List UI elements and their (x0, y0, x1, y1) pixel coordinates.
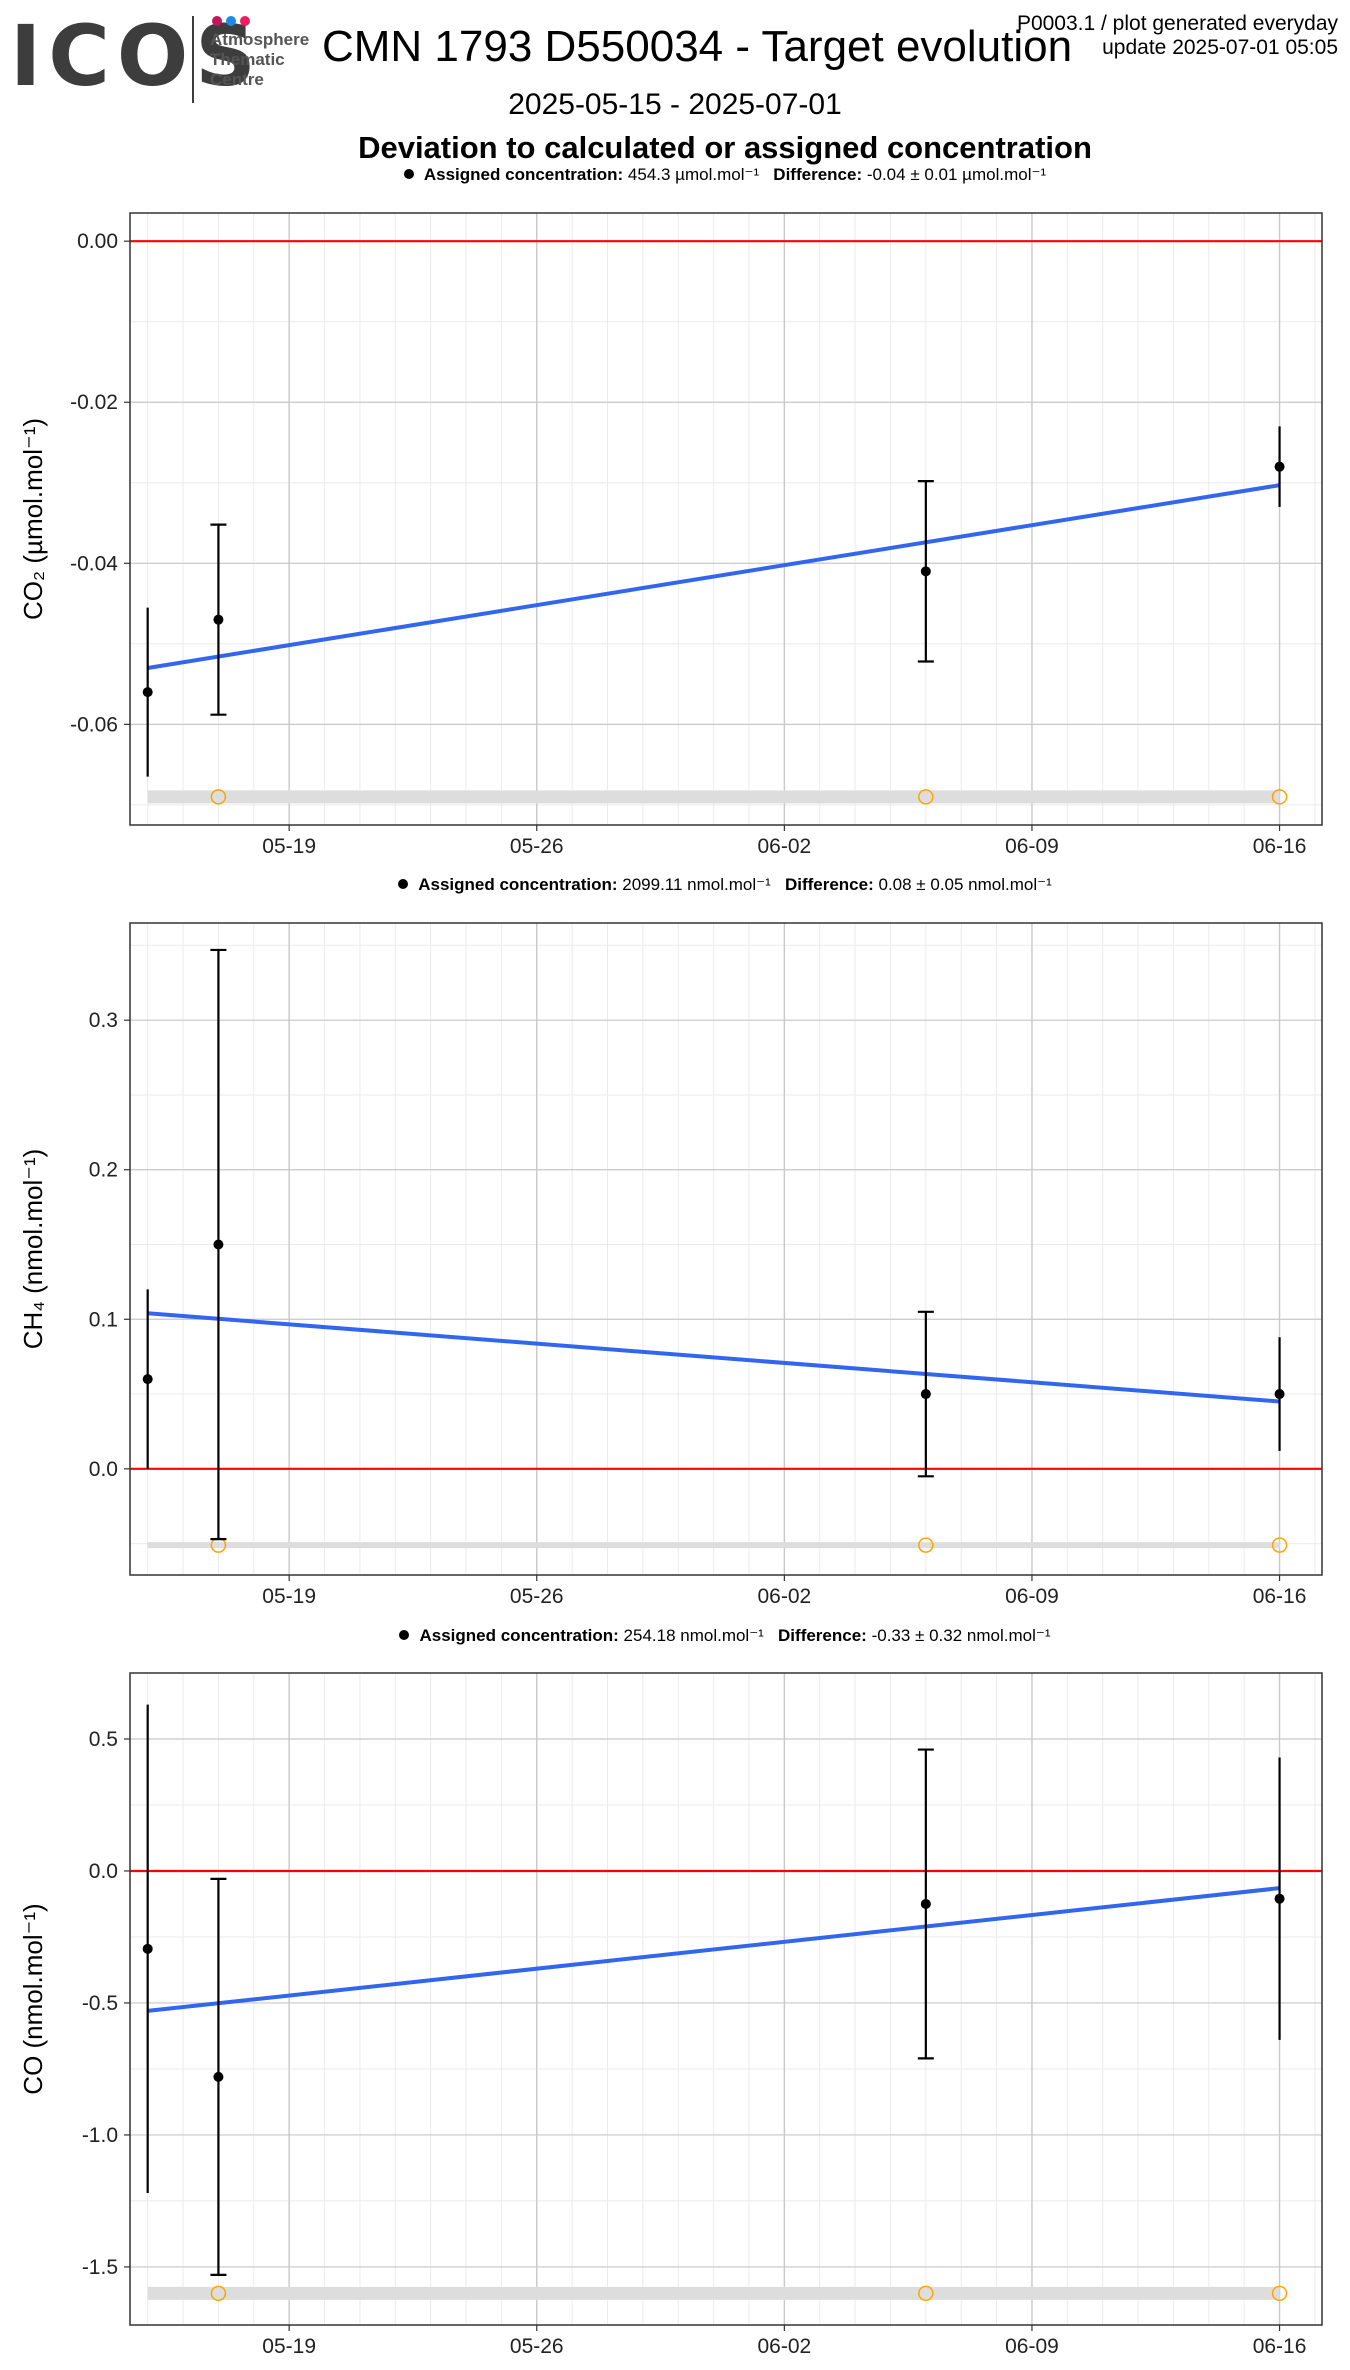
date-range: 2025-05-15 - 2025-07-01 (508, 88, 842, 121)
data-point (213, 2071, 224, 2082)
logo-dot-3 (240, 16, 250, 26)
y-tick-label: -0.5 (82, 1992, 118, 2015)
flag-marker (918, 1537, 934, 1553)
panel-border (129, 212, 1323, 826)
x-tick-label: 06-02 (758, 835, 812, 858)
legend-diff-value: 0.08 ± 0.05 nmol.mol⁻¹ (878, 875, 1052, 894)
legend-diff-label: Difference: (784, 875, 874, 894)
flag-marker (210, 789, 227, 805)
y-axis-title: CH₄ (nmol.mol⁻¹) (18, 1149, 48, 1350)
flag-marker (210, 2285, 227, 2302)
legend-ch4: Assigned concentration: 2099.11 nmol.mol… (0, 875, 1350, 895)
y-tick-label: 0.5 (89, 1728, 118, 1751)
x-tick-label: 06-02 (758, 1585, 812, 1608)
y-tick-label: 0.1 (89, 1308, 118, 1331)
x-tick-label: 06-09 (1005, 2335, 1059, 2358)
trend-line (147, 1311, 1280, 1404)
meta-line-2: update 2025-07-01 05:05 (1102, 36, 1338, 59)
logo-subtitle-line-1: Atmosphere (210, 30, 310, 49)
y-tick-label: 0.00 (77, 230, 118, 253)
chart-panel-co2: 05-19 05-26 06-02 06-09 06-16 0.00 -0.02 -0.04 -… (18, 212, 1323, 858)
panel-border (129, 1672, 1323, 2326)
legend-value: 454.3 µmol.mol⁻¹ (627, 165, 760, 184)
y-tick-label: -0.06 (70, 713, 118, 736)
y-axis-title: CO₂ (µmol.mol⁻¹) (18, 418, 48, 620)
data-point (142, 1943, 153, 1954)
y-tick-label: -1.5 (82, 2256, 118, 2279)
trend-line (147, 483, 1280, 670)
logo-subtitle-line-3: Centre (210, 70, 264, 89)
logo-subtitle: Atmosphere Thematic Centre (210, 30, 320, 90)
flag-marker (918, 2285, 934, 2302)
x-tick-label: 06-02 (758, 2335, 812, 2358)
chart-panel-co: 05-19 05-26 06-02 06-09 06-16 0.5 0.0 -0.5 -1.0 -… (18, 1672, 1323, 2358)
logo-dot-1 (212, 16, 222, 26)
y-tick-label: -0.04 (70, 552, 118, 575)
x-tick-label: 06-09 (1005, 1585, 1059, 1608)
data-point (213, 1239, 224, 1250)
flag-marker (918, 789, 934, 805)
data-point (920, 1389, 931, 1400)
data-point (920, 566, 931, 577)
icos-logo: ICOS (10, 7, 263, 105)
x-tick-label: 05-26 (510, 1585, 564, 1608)
legend-bullet-icon (398, 878, 409, 889)
x-tick-label: 06-16 (1253, 1585, 1307, 1608)
logo-subtitle-line-2: Thematic (210, 50, 285, 69)
y-tick-label: 0.2 (89, 1159, 118, 1182)
page-title: CMN 1793 D550034 - Target evolution (322, 22, 1073, 71)
legend-label: Assigned concentration: (423, 165, 624, 184)
flag-marker (1271, 789, 1288, 805)
chart-panel-ch4: 05-19 05-26 06-02 06-09 06-16 0.3 0.2 0.1 0.0 CH₄… (18, 922, 1323, 1608)
logo-divider (192, 16, 194, 103)
y-tick-label: -0.02 (70, 391, 118, 414)
y-tick-label: -1.0 (82, 2124, 118, 2147)
legend-diff-label: Difference: (778, 1626, 867, 1645)
legend-diff-label: Difference: (773, 165, 863, 184)
legend-diff-value: -0.33 ± 0.32 nmol.mol⁻¹ (871, 1626, 1051, 1645)
legend-bullet-icon (403, 168, 414, 179)
meta-info: P0003.1 / plot generated everyday update… (1017, 12, 1338, 60)
plot-title: Deviation to calculated or assigned conc… (358, 130, 1092, 165)
y-tick-label: 0.3 (89, 1009, 118, 1032)
x-tick-label: 05-19 (262, 835, 316, 858)
x-tick-label: 05-19 (262, 1585, 316, 1608)
x-tick-label: 05-26 (510, 2335, 564, 2358)
logo-dot-2 (226, 16, 236, 26)
x-tick-label: 05-19 (262, 2335, 316, 2358)
y-tick-label: 0.0 (89, 1458, 118, 1481)
legend-co2: Assigned concentration: 454.3 µmol.mol⁻¹… (0, 165, 1350, 185)
x-tick-label: 06-16 (1253, 2335, 1307, 2358)
legend-diff-value: -0.04 ± 0.01 µmol.mol⁻¹ (866, 165, 1047, 184)
data-point (142, 1374, 153, 1385)
flag-marker (1271, 1537, 1288, 1553)
legend-co: Assigned concentration: 254.18 nmol.mol⁻… (0, 1626, 1350, 1646)
data-point (1274, 461, 1285, 472)
trend-line (147, 1886, 1280, 2013)
data-point (1274, 1389, 1285, 1400)
x-tick-label: 06-16 (1253, 835, 1307, 858)
legend-value: 2099.11 nmol.mol⁻¹ (622, 875, 771, 894)
data-point (213, 614, 224, 625)
x-tick-label: 06-09 (1005, 835, 1059, 858)
legend-value: 254.18 nmol.mol⁻¹ (623, 1626, 764, 1645)
y-tick-label: 0.0 (89, 1860, 118, 1883)
data-point (920, 1898, 931, 1909)
meta-line-1: P0003.1 / plot generated everyday (1016, 12, 1338, 35)
x-tick-label: 05-26 (510, 835, 564, 858)
data-point (1274, 1893, 1285, 1904)
panel-border (129, 922, 1323, 1576)
data-point (142, 687, 153, 698)
flag-marker (1271, 2285, 1288, 2302)
legend-bullet-icon (399, 1629, 410, 1640)
legend-label: Assigned concentration: (418, 875, 618, 894)
y-axis-title: CO (nmol.mol⁻¹) (18, 1903, 48, 2094)
legend-label: Assigned concentration: (419, 1626, 619, 1645)
